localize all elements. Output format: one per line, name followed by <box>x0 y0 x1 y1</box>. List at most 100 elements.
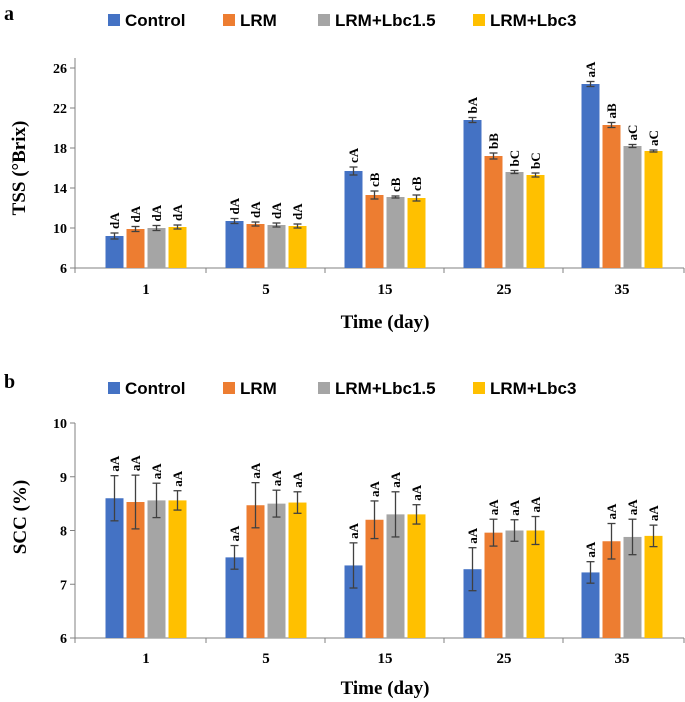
bar-lrm-lbc1-5-day-25 <box>505 530 524 638</box>
bar-lrm-lbc3-day-15 <box>407 198 426 268</box>
y-tick-label: 6 <box>60 632 67 647</box>
x-tick-label: 1 <box>142 651 150 667</box>
legend-label-lrm-lbc3: LRM+Lbc3 <box>490 11 576 30</box>
significance-label: aA <box>486 499 501 516</box>
bar-control-day-25 <box>463 120 482 268</box>
bar-lrm-lbc1-5-day-1 <box>147 500 166 638</box>
significance-label: aA <box>227 525 242 542</box>
bars-b: aA aA aA aA aA aA aA aA aA aA aA aA aA aA aA aA aA aA aA aA <box>105 455 663 638</box>
legend-label-lrm-lbc1-5: LRM+Lbc1.5 <box>335 11 436 30</box>
y-tick-label: 7 <box>60 578 67 593</box>
significance-label: aA <box>269 470 284 487</box>
significance-label: aA <box>465 527 480 544</box>
bar-lrm-lbc1-5-day-35 <box>623 146 642 268</box>
significance-label: bA <box>465 96 480 113</box>
panel-a-xlabel: Time (day) <box>341 312 430 333</box>
panel-b-xlabel: Time (day) <box>341 678 430 699</box>
y-tick-label: 18 <box>53 142 67 157</box>
y-tick-label: 26 <box>53 62 67 77</box>
bar-lrm-day-1 <box>126 229 145 268</box>
significance-label: aA <box>583 61 598 78</box>
x-tick-label: 25 <box>497 651 512 667</box>
y-tick-label: 8 <box>60 525 67 540</box>
bar-control-day-35 <box>581 84 600 268</box>
legend-label-lrm-lbc3: LRM+Lbc3 <box>490 379 576 398</box>
significance-label: aC <box>646 130 661 146</box>
bar-lrm-day-5 <box>246 224 265 268</box>
significance-label: dA <box>170 204 185 221</box>
significance-label: aC <box>625 125 640 141</box>
legend-swatch-lrm-lbc3 <box>473 14 485 26</box>
legend-a: Control LRM LRM+Lbc1.5 LRM+Lbc3 <box>108 11 576 30</box>
legend-swatch-control <box>108 14 120 26</box>
significance-label: aA <box>170 470 185 487</box>
significance-label: aA <box>346 522 361 539</box>
bar-control-day-15 <box>344 171 363 268</box>
legend-swatch-control <box>108 382 120 394</box>
panel-a: a Control LRM LRM+Lbc1.5 LRM+Lbc3 6 10 14 18 22… <box>4 3 685 333</box>
y-tick-label: 6 <box>60 262 67 277</box>
bar-control-day-1 <box>105 498 124 638</box>
bar-lrm-lbc1-5-day-25 <box>505 172 524 268</box>
legend-swatch-lrm <box>223 14 235 26</box>
bar-lrm-day-25 <box>484 156 503 268</box>
legend-label-lrm-lbc1-5: LRM+Lbc1.5 <box>335 379 436 398</box>
significance-label: dA <box>128 205 143 222</box>
significance-label: aA <box>507 499 522 516</box>
bar-lrm-day-5 <box>246 505 265 638</box>
significance-label: aA <box>409 484 424 501</box>
bar-lrm-day-25 <box>484 532 503 638</box>
significance-label: aA <box>248 462 263 479</box>
bar-lrm-lbc3-day-25 <box>526 530 545 638</box>
bars-a: dA dA cA bA aA dA dA cB bB aB dA dA cB bC aC dA dA cB bC aC <box>105 61 663 268</box>
y-tick-label: 14 <box>53 182 67 197</box>
y-tick-label: 9 <box>60 471 67 486</box>
bar-lrm-day-35 <box>602 125 621 268</box>
significance-label: cA <box>346 147 361 163</box>
bar-control-day-5 <box>225 557 244 638</box>
significance-label: dA <box>248 201 263 218</box>
bar-control-day-35 <box>581 572 600 638</box>
panel-b-label: b <box>4 371 15 393</box>
bar-control-day-1 <box>105 236 124 268</box>
x-tick-label: 35 <box>615 282 630 298</box>
x-tick-label: 5 <box>262 651 270 667</box>
significance-label: aA <box>388 471 403 488</box>
x-tick-label: 5 <box>262 282 270 298</box>
legend-label-lrm: LRM <box>240 11 277 30</box>
bar-lrm-lbc3-day-1 <box>168 227 187 268</box>
x-tick-label: 25 <box>497 282 512 298</box>
bar-lrm-day-1 <box>126 502 145 638</box>
y-tick-label: 10 <box>53 222 67 237</box>
panel-a-ylabel: TSS (°Brix) <box>9 121 30 216</box>
significance-label: dA <box>269 202 284 219</box>
bar-control-day-15 <box>344 565 363 638</box>
significance-label: aA <box>128 455 143 472</box>
bar-lrm-lbc1-5-day-35 <box>623 536 642 638</box>
significance-label: dA <box>149 204 164 221</box>
significance-label: dA <box>227 197 242 214</box>
significance-label: aA <box>528 496 543 513</box>
bar-lrm-lbc1-5-day-15 <box>386 197 405 268</box>
legend-swatch-lrm-lbc1-5 <box>318 14 330 26</box>
bar-control-day-25 <box>463 569 482 638</box>
significance-label: dA <box>107 212 122 229</box>
bar-lrm-lbc3-day-35 <box>644 535 663 638</box>
significance-label: dA <box>290 203 305 220</box>
x-tick-label: 1 <box>142 282 150 298</box>
bar-lrm-lbc1-5-day-1 <box>147 228 166 268</box>
legend-label-control: Control <box>125 11 185 30</box>
bar-lrm-lbc3-day-5 <box>288 226 307 268</box>
significance-label: aA <box>290 471 305 488</box>
y-tick-label: 10 <box>53 417 67 432</box>
legend-label-lrm: LRM <box>240 379 277 398</box>
bar-lrm-day-15 <box>365 195 384 268</box>
significance-label: bC <box>507 150 522 167</box>
significance-label: aA <box>646 505 661 522</box>
significance-label: cB <box>409 176 424 191</box>
significance-label: bC <box>528 152 543 169</box>
significance-label: cB <box>367 172 382 187</box>
legend-swatch-lrm <box>223 382 235 394</box>
bar-lrm-lbc3-day-35 <box>644 151 663 268</box>
